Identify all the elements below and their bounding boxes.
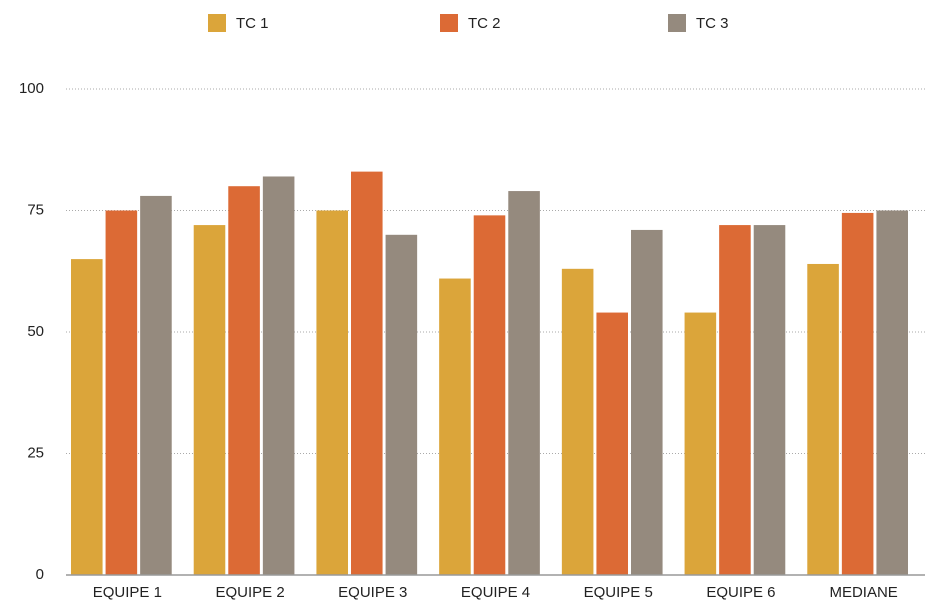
- legend-label: TC 2: [468, 15, 501, 32]
- legend-swatch: [440, 14, 458, 32]
- bar: [508, 191, 540, 575]
- bar: [753, 225, 786, 575]
- bar: [140, 195, 172, 576]
- y-tick-label: 25: [27, 444, 44, 461]
- y-tick-label: 50: [27, 323, 44, 340]
- bar: [596, 312, 628, 575]
- bar: [631, 229, 663, 575]
- bar: [71, 259, 103, 575]
- bar: [561, 268, 594, 575]
- bar: [807, 263, 839, 575]
- bar: [262, 176, 295, 576]
- bar: [876, 210, 908, 575]
- x-tick-label: EQUIPE 2: [215, 584, 284, 601]
- y-tick-label: 100: [19, 80, 44, 97]
- legend-swatch: [668, 14, 686, 32]
- bar: [841, 212, 874, 575]
- x-tick-label: MEDIANE: [829, 584, 897, 601]
- legend-label: TC 3: [696, 15, 729, 32]
- y-tick-label: 0: [36, 566, 44, 583]
- bar: [193, 225, 226, 575]
- bar: [719, 225, 751, 575]
- x-tick-label: EQUIPE 1: [93, 584, 162, 601]
- bar: [473, 215, 506, 576]
- bar: [684, 312, 717, 575]
- x-tick-label: EQUIPE 5: [584, 584, 653, 601]
- legend-label: TC 1: [236, 15, 269, 32]
- legend-swatch: [208, 14, 226, 32]
- bar: [105, 210, 138, 575]
- x-tick-label: EQUIPE 3: [338, 584, 407, 601]
- bar: [228, 186, 260, 575]
- x-tick-label: EQUIPE 6: [706, 584, 775, 601]
- y-tick-label: 75: [27, 201, 44, 218]
- bar: [439, 278, 471, 575]
- bar: [316, 210, 348, 575]
- bar: [385, 234, 418, 576]
- x-tick-label: EQUIPE 4: [461, 584, 530, 601]
- bar: [351, 171, 383, 575]
